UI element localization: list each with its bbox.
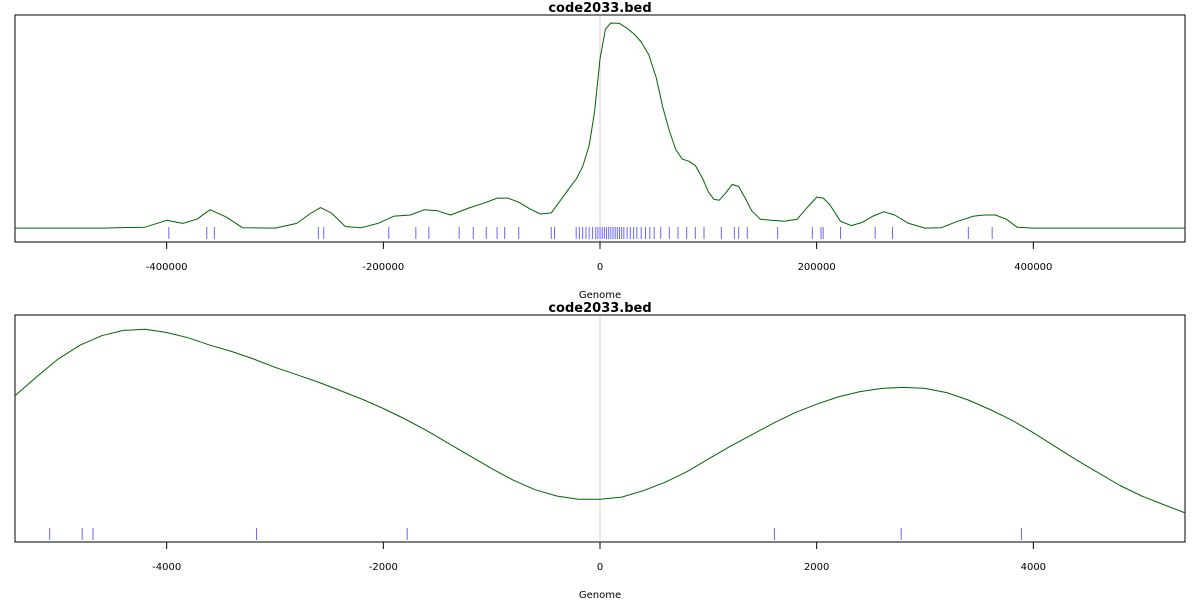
x-tick-label: 0 — [597, 262, 603, 273]
x-tick-label: 4000 — [1021, 562, 1046, 573]
density-panel-top: code2033.bed Genome -400000 -200000 0 20000… — [14, 1, 1186, 301]
chart-title-bottom: code2033.bed — [548, 301, 651, 316]
density-panel-bottom: code2033.bed Genome -4000 -2000 0 2000 4000 — [14, 301, 1186, 600]
density-curve — [15, 22, 1185, 229]
density-curve — [14, 328, 1186, 514]
chart-title-top: code2033.bed — [548, 1, 651, 16]
x-tick-label: 0 — [597, 562, 603, 573]
x-tick-label: -4000 — [152, 562, 181, 573]
x-tick-label: 400000 — [1014, 262, 1052, 273]
x-axis-label-top: Genome — [579, 290, 621, 301]
x-tick-label: 2000 — [804, 562, 829, 573]
x-tick-label: -400000 — [146, 262, 188, 273]
x-tick-label: -200000 — [362, 262, 404, 273]
x-axis-label-bottom: Genome — [579, 590, 621, 600]
x-tick-label: -2000 — [369, 562, 398, 573]
x-tick-label: 200000 — [798, 262, 836, 273]
